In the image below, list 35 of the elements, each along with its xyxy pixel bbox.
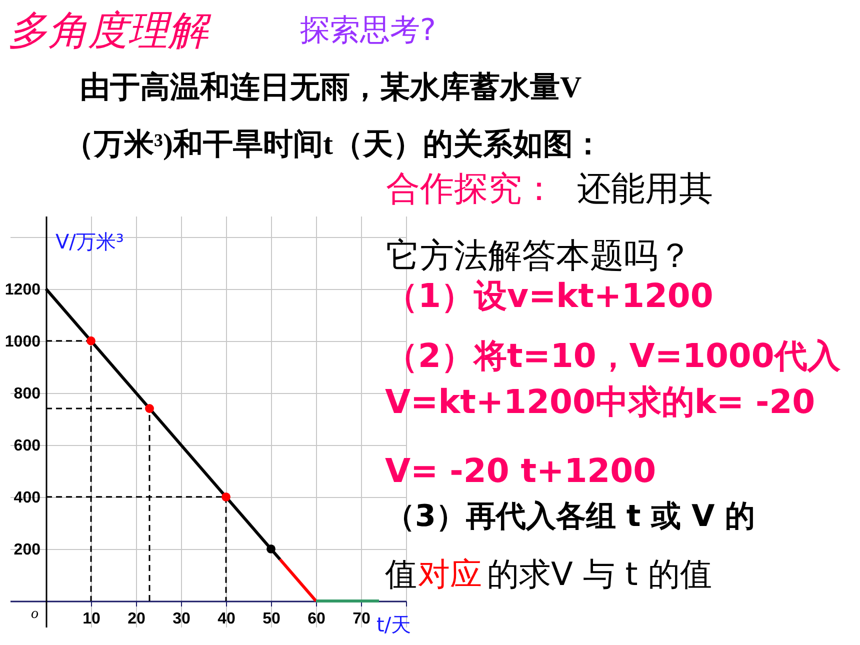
point	[266, 544, 276, 554]
point	[222, 492, 230, 502]
annotation: 值	[385, 555, 417, 593]
x-tick-label: 30	[172, 610, 190, 628]
text: （万米³)和干旱时间t（天）的关系如图：	[64, 128, 603, 161]
x-axis-title: t/天	[376, 612, 412, 636]
annotation: V= -20 t+1200	[385, 451, 656, 490]
x-tick-label: 10	[82, 610, 100, 628]
x-tick-label: 50	[262, 610, 280, 628]
y-tick-label: 1200	[4, 281, 41, 298]
annotation: （2）将t=10，V=1000代入	[385, 336, 842, 375]
annotation: （1）设v=kt+1200	[385, 276, 714, 315]
annotation: （3）再代入各组 t 或 V 的	[385, 499, 756, 534]
text: 对应	[418, 555, 482, 593]
y-tick-label: 1000	[4, 333, 41, 350]
text: 由于高温和连日无雨，某水库蓄水量V	[80, 70, 582, 104]
annotation: o	[31, 606, 39, 622]
chart-subtitle: 探索思考?	[300, 13, 436, 48]
text: 还能用其	[577, 169, 713, 209]
y-tick-label: 800	[14, 385, 41, 402]
x-tick-label: 20	[128, 610, 146, 628]
annotation: V=kt+1200中求的k= -20	[385, 382, 816, 421]
point	[145, 404, 154, 413]
x-tick-label: 70	[352, 610, 370, 628]
point	[86, 336, 96, 346]
chart-title: 多角度理解	[8, 8, 212, 54]
text: 合作探究：	[386, 169, 556, 209]
y-tick-label: 600	[14, 437, 41, 454]
annotation: 它方法解答本题吗？	[386, 236, 692, 276]
x-tick-label: 60	[308, 610, 326, 628]
y-tick-label: 200	[14, 541, 41, 558]
y-tick-label: 400	[14, 489, 41, 506]
y-axis-title: V/万米³	[56, 230, 124, 254]
x-tick-label: 40	[218, 610, 236, 628]
text: 的求V 与 t 的值	[487, 555, 712, 593]
